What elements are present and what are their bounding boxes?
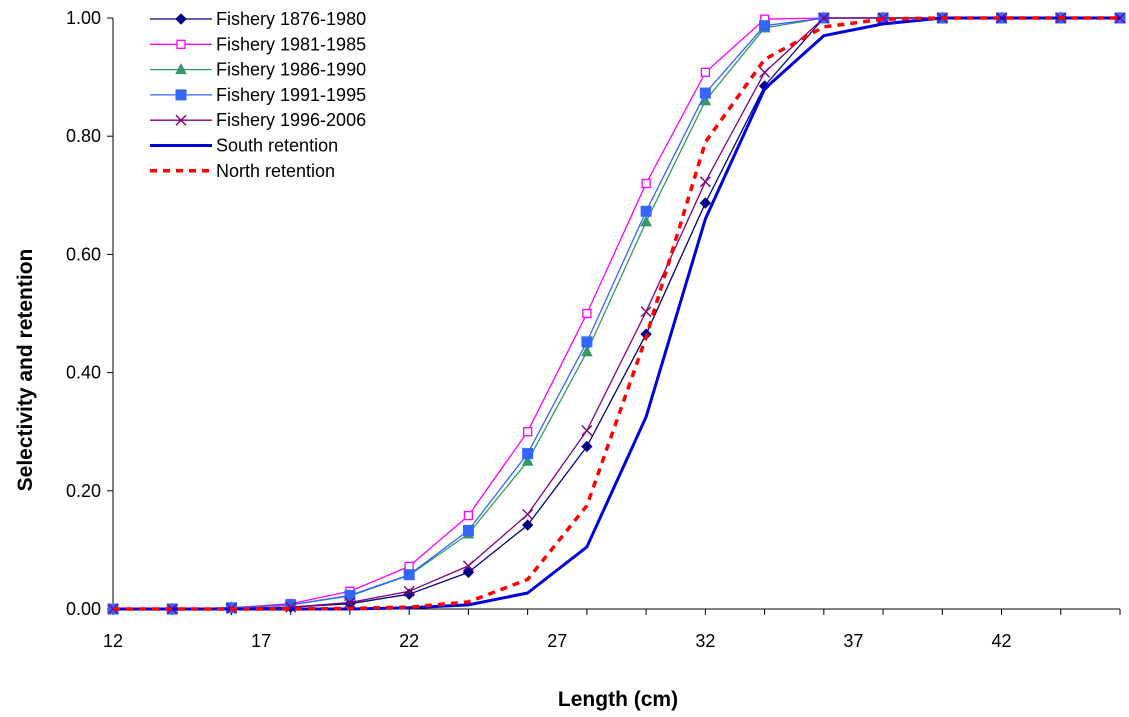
legend-entry: Fishery 1991-1995 [150, 85, 366, 105]
x-marker-stroke [403, 585, 415, 597]
data-point [463, 510, 474, 521]
data-point [699, 176, 711, 188]
series-line [113, 17, 1120, 610]
data-point [581, 336, 593, 348]
data-point [522, 448, 534, 460]
series-line [113, 17, 1120, 610]
data-point [581, 425, 593, 437]
x-tick-label: 22 [399, 631, 419, 651]
y-axis-title: Selectivity and retention [14, 249, 37, 492]
x-axis-title: Length (cm) [558, 688, 678, 711]
legend-label: North retention [216, 161, 335, 181]
legend-entry: North retention [150, 161, 335, 181]
x-tick-label: 32 [695, 631, 715, 651]
series-line [113, 17, 1120, 610]
legend: Fishery 1876-1980 Fishery 1981-1985 Fisher… [150, 9, 366, 181]
x-marker-stroke [699, 176, 711, 188]
x-tick-label: 37 [843, 631, 863, 651]
data-point [462, 524, 474, 536]
data-point [403, 569, 415, 581]
series-line [113, 17, 1120, 610]
legend-marker [175, 114, 187, 126]
x-marker-stroke [818, 12, 830, 24]
x-marker-stroke [581, 425, 593, 437]
legend-marker [175, 89, 187, 101]
legend-label: Fishery 1996-2006 [216, 110, 366, 130]
data-point [521, 519, 534, 531]
data-point [403, 585, 415, 597]
x-tick-label: 17 [251, 631, 271, 651]
legend-label: Fishery 1991-1995 [216, 85, 366, 105]
x-marker-stroke [640, 306, 652, 318]
x-marker-stroke [462, 560, 474, 572]
x-marker-stroke [175, 114, 187, 126]
series-north-retention [113, 16, 1120, 611]
data-point [640, 306, 652, 318]
series-line [113, 16, 1120, 611]
legend-label: Fishery 1876-1980 [216, 9, 366, 29]
data-point [462, 566, 475, 579]
data-point [344, 597, 356, 608]
x-tick-label: 12 [103, 631, 123, 651]
x-marker-stroke [522, 508, 534, 520]
data-point [818, 12, 830, 24]
y-tick-label: 0.60 [66, 244, 101, 264]
data-point [581, 440, 593, 453]
series-line [113, 16, 1120, 611]
data-point [522, 427, 533, 437]
data-point [759, 20, 771, 32]
series-layer [107, 11, 1126, 615]
data-point [641, 178, 651, 189]
y-tick-label: 0.00 [66, 599, 101, 619]
data-point [759, 66, 771, 78]
data-point [699, 87, 711, 99]
data-point [640, 205, 652, 217]
series-line [113, 17, 1120, 610]
x-tick-label: 27 [547, 631, 567, 651]
legend-label: Fishery 1986-1990 [216, 60, 366, 80]
legend-label: South retention [216, 136, 338, 156]
legend-marker [175, 13, 187, 25]
data-point [582, 308, 592, 319]
data-point [699, 94, 712, 106]
x-marker-stroke [344, 597, 356, 608]
series-south-retention [113, 16, 1120, 611]
x-marker-stroke [759, 66, 771, 78]
legend-marker [176, 39, 186, 49]
x-tick-label: 42 [992, 631, 1012, 651]
data-point [581, 345, 593, 357]
legend-entry: Fishery 1876-1980 [150, 9, 366, 29]
data-point [521, 454, 534, 466]
legend-entry: South retention [150, 136, 338, 156]
legend-entry: Fishery 1986-1990 [150, 60, 366, 80]
data-point [700, 67, 711, 78]
data-point [640, 215, 652, 227]
axes: 0.00 0.20 0.40 0.60 0.80 1.00 12 17 22 27 32 37 42 [66, 8, 1121, 651]
y-tick-label: 0.40 [66, 363, 101, 383]
legend-entry: Fishery 1996-2006 [150, 110, 366, 130]
legend-marker [175, 63, 187, 75]
data-point [344, 589, 356, 601]
data-point [699, 197, 712, 209]
data-point [462, 560, 474, 572]
y-tick-label: 0.20 [66, 481, 101, 501]
y-tick-label: 1.00 [66, 8, 101, 28]
data-point [522, 508, 534, 520]
legend-label: Fishery 1981-1985 [216, 34, 366, 54]
legend-entry: Fishery 1981-1985 [150, 34, 366, 54]
y-tick-label: 0.80 [66, 126, 101, 146]
